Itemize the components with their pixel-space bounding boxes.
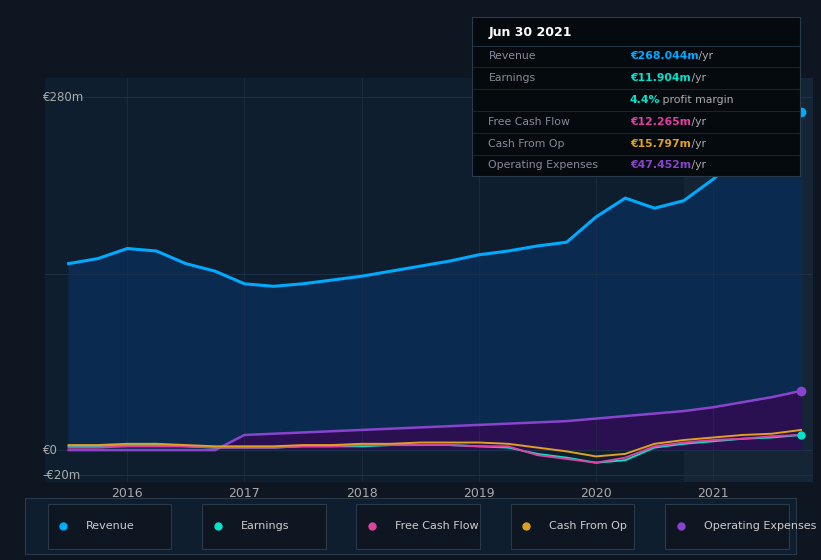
Text: Free Cash Flow: Free Cash Flow (395, 521, 479, 531)
Text: Revenue: Revenue (86, 521, 135, 531)
Text: €11.904m: €11.904m (630, 73, 690, 83)
FancyBboxPatch shape (48, 504, 172, 549)
Text: /yr: /yr (687, 139, 705, 149)
Text: /yr: /yr (695, 52, 713, 62)
FancyBboxPatch shape (202, 504, 326, 549)
FancyBboxPatch shape (511, 504, 635, 549)
Text: Earnings: Earnings (241, 521, 289, 531)
Text: €280m: €280m (43, 91, 84, 104)
Text: /yr: /yr (687, 117, 705, 127)
Text: Operating Expenses: Operating Expenses (488, 161, 599, 170)
Text: €15.797m: €15.797m (630, 139, 690, 149)
Text: Free Cash Flow: Free Cash Flow (488, 117, 571, 127)
Text: €47.452m: €47.452m (630, 161, 690, 170)
Bar (684, 78, 821, 482)
Text: /yr: /yr (687, 73, 705, 83)
Text: Cash From Op: Cash From Op (549, 521, 627, 531)
Text: Revenue: Revenue (488, 52, 536, 62)
FancyBboxPatch shape (356, 504, 480, 549)
Text: €268.044m: €268.044m (630, 52, 699, 62)
FancyBboxPatch shape (665, 504, 789, 549)
Text: 4.4%: 4.4% (630, 95, 660, 105)
Text: Earnings: Earnings (488, 73, 535, 83)
Text: Cash From Op: Cash From Op (488, 139, 565, 149)
Text: Operating Expenses: Operating Expenses (704, 521, 816, 531)
Text: profit margin: profit margin (658, 95, 733, 105)
Text: Jun 30 2021: Jun 30 2021 (488, 26, 572, 39)
Text: -€20m: -€20m (43, 469, 81, 482)
Text: €0: €0 (43, 444, 57, 456)
Text: €12.265m: €12.265m (630, 117, 690, 127)
Text: /yr: /yr (687, 161, 705, 170)
